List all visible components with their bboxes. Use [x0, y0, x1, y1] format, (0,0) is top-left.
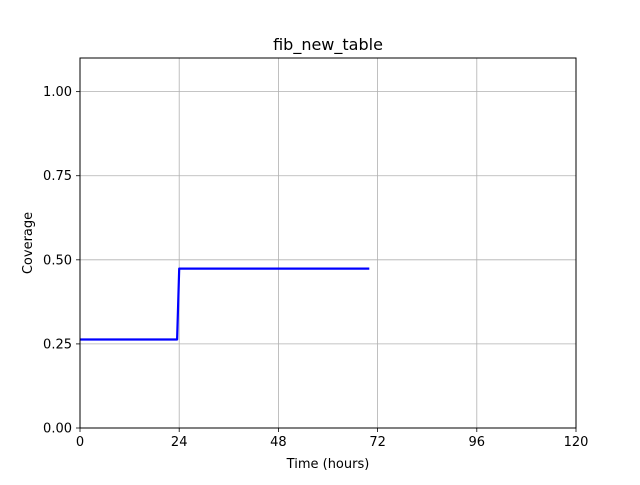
y-tick-label: 1.00 [43, 85, 72, 100]
x-tick-label: 48 [270, 435, 287, 450]
tick-layer: 0 24 48 72 96 120 0.00 0.25 0.50 0.75 1.00 [43, 85, 588, 450]
x-tick-label: 120 [564, 435, 589, 450]
y-tick-label: 0.75 [43, 169, 72, 184]
chart-title: fib_new_table [273, 35, 383, 55]
x-tick-label: 72 [369, 435, 386, 450]
plot-frame [79, 57, 577, 429]
y-tick-label: 0.25 [43, 337, 72, 352]
y-tick-label: 0.00 [43, 422, 72, 437]
x-axis-title: Time (hours) [286, 457, 370, 472]
x-tick-label: 0 [76, 435, 84, 450]
y-axis-title: Coverage [21, 212, 36, 274]
x-tick-label: 24 [171, 435, 188, 450]
series-layer [80, 267, 370, 341]
series-line-0 [80, 267, 370, 341]
y-tick-label: 0.50 [43, 253, 72, 268]
x-tick-label: 96 [469, 435, 486, 450]
